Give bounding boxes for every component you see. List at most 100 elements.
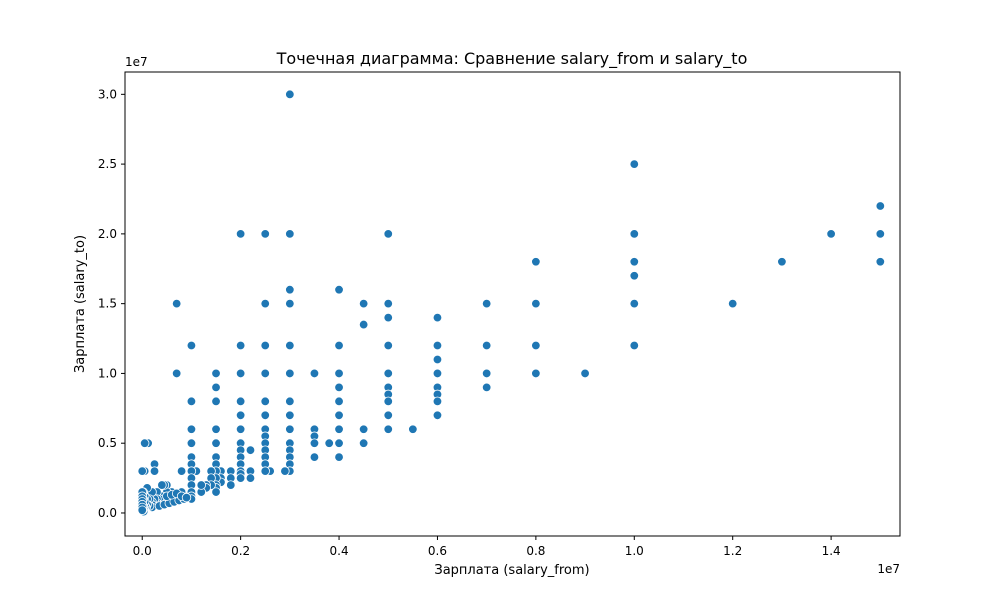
scatter-point bbox=[235, 340, 246, 351]
scatter-point bbox=[334, 396, 344, 407]
scatter-point bbox=[432, 354, 443, 365]
scatter-point bbox=[285, 89, 295, 100]
scatter-point bbox=[432, 368, 443, 379]
y-tick-label: 1.5 bbox=[98, 297, 117, 311]
scatter-point bbox=[408, 424, 418, 434]
scatter-point bbox=[358, 298, 369, 309]
scatter-point bbox=[334, 284, 344, 295]
x-tick-label: 1.4 bbox=[822, 544, 841, 558]
scatter-point bbox=[260, 298, 270, 309]
scatter-point bbox=[324, 438, 334, 448]
scatter-point bbox=[186, 424, 197, 434]
scatter-point bbox=[211, 368, 221, 379]
scatter-point bbox=[334, 382, 344, 393]
scatter-point bbox=[157, 480, 167, 490]
scatter-point bbox=[235, 424, 246, 434]
scatter-point bbox=[383, 396, 393, 407]
points-layer bbox=[137, 89, 886, 517]
y-tick-label: 3.0 bbox=[98, 87, 117, 101]
scatter-point bbox=[334, 340, 344, 351]
scatter-point bbox=[481, 368, 492, 379]
scatter-point bbox=[334, 368, 344, 379]
scatter-point bbox=[309, 368, 320, 379]
scatter-point bbox=[826, 229, 836, 239]
y-tick-label: 2.5 bbox=[98, 157, 117, 171]
scatter-point bbox=[211, 396, 221, 407]
scatter-point bbox=[285, 284, 295, 295]
scatter-point bbox=[432, 396, 443, 407]
scatter-point bbox=[334, 424, 344, 434]
scatter-point bbox=[383, 298, 393, 309]
scatter-point bbox=[432, 312, 443, 323]
scatter-point bbox=[245, 473, 256, 483]
scatter-point bbox=[383, 368, 393, 379]
x-axis-label: Зарплата (salary_from) bbox=[434, 563, 589, 578]
scatter-point bbox=[531, 368, 541, 379]
scatter-point bbox=[196, 480, 206, 490]
x-tick-label: 0.4 bbox=[330, 544, 349, 558]
scatter-point bbox=[235, 229, 246, 239]
y-tick-label: 0.5 bbox=[98, 436, 117, 450]
x-axis-ticks: 0.0 0.2 0.4 0.6 0.8 1.0 1.2 1.4 bbox=[133, 536, 841, 558]
scatter-point bbox=[137, 466, 147, 476]
scatter-point bbox=[481, 298, 492, 309]
scatter-point bbox=[235, 473, 246, 483]
scatter-point bbox=[531, 298, 541, 309]
scatter-point bbox=[235, 396, 246, 407]
x-tick-label: 0.2 bbox=[231, 544, 250, 558]
chart-title: Точечная диаграмма: Сравнение salary_fro… bbox=[276, 49, 748, 69]
y-tick-label: 2.0 bbox=[98, 227, 117, 241]
scatter-point bbox=[358, 424, 369, 434]
scatter-point bbox=[629, 298, 639, 309]
scatter-point bbox=[629, 229, 639, 239]
scatter-point bbox=[260, 410, 270, 420]
x-tick-label: 0.6 bbox=[428, 544, 447, 558]
scatter-point bbox=[235, 410, 246, 420]
scatter-point bbox=[875, 229, 886, 239]
scatter-point bbox=[580, 368, 590, 379]
scatter-point bbox=[211, 424, 221, 434]
scatter-point bbox=[260, 229, 270, 239]
scatter-point bbox=[629, 340, 639, 351]
plot-frame bbox=[124, 71, 901, 537]
scatter-point bbox=[334, 438, 344, 448]
scatter-point bbox=[383, 410, 393, 420]
scatter-point bbox=[481, 340, 492, 351]
scatter-point bbox=[285, 298, 295, 309]
scatter-point bbox=[629, 257, 639, 267]
scatter-point bbox=[226, 480, 236, 490]
scatter-point bbox=[211, 382, 221, 393]
scatter-point bbox=[186, 340, 197, 351]
scatter-point bbox=[334, 410, 344, 420]
scatter-point bbox=[383, 340, 393, 351]
y-axis-label: Зарплата (salary_to) bbox=[73, 235, 88, 373]
scatter-point bbox=[432, 410, 443, 420]
scatter-point bbox=[629, 271, 639, 281]
scatter-point bbox=[211, 438, 221, 448]
scatter-point bbox=[358, 319, 369, 330]
x-tick-label: 0.0 bbox=[133, 544, 152, 558]
scatter-point bbox=[383, 229, 393, 239]
scatter-point bbox=[260, 396, 270, 407]
scatter-point bbox=[309, 452, 320, 462]
scatter-point bbox=[875, 201, 886, 211]
scatter-point bbox=[260, 340, 270, 351]
x-tick-label: 0.8 bbox=[526, 544, 545, 558]
scatter-point bbox=[171, 298, 182, 309]
scatter-point bbox=[285, 340, 295, 351]
y-axis-multiplier: 1e7 bbox=[125, 55, 148, 69]
scatter-point bbox=[727, 298, 738, 309]
y-tick-label: 0.0 bbox=[98, 506, 117, 520]
scatter-point bbox=[181, 492, 192, 503]
scatter-point bbox=[531, 340, 541, 351]
scatter-point bbox=[260, 368, 270, 379]
scatter-point bbox=[139, 438, 150, 448]
scatter-point bbox=[285, 229, 295, 239]
scatter-point bbox=[171, 368, 182, 379]
scatter-point bbox=[334, 452, 344, 462]
scatter-point bbox=[186, 396, 197, 407]
scatter-point bbox=[211, 487, 221, 497]
scatter-point bbox=[309, 438, 320, 448]
scatter-point bbox=[137, 505, 147, 515]
scatter-point bbox=[280, 466, 290, 476]
